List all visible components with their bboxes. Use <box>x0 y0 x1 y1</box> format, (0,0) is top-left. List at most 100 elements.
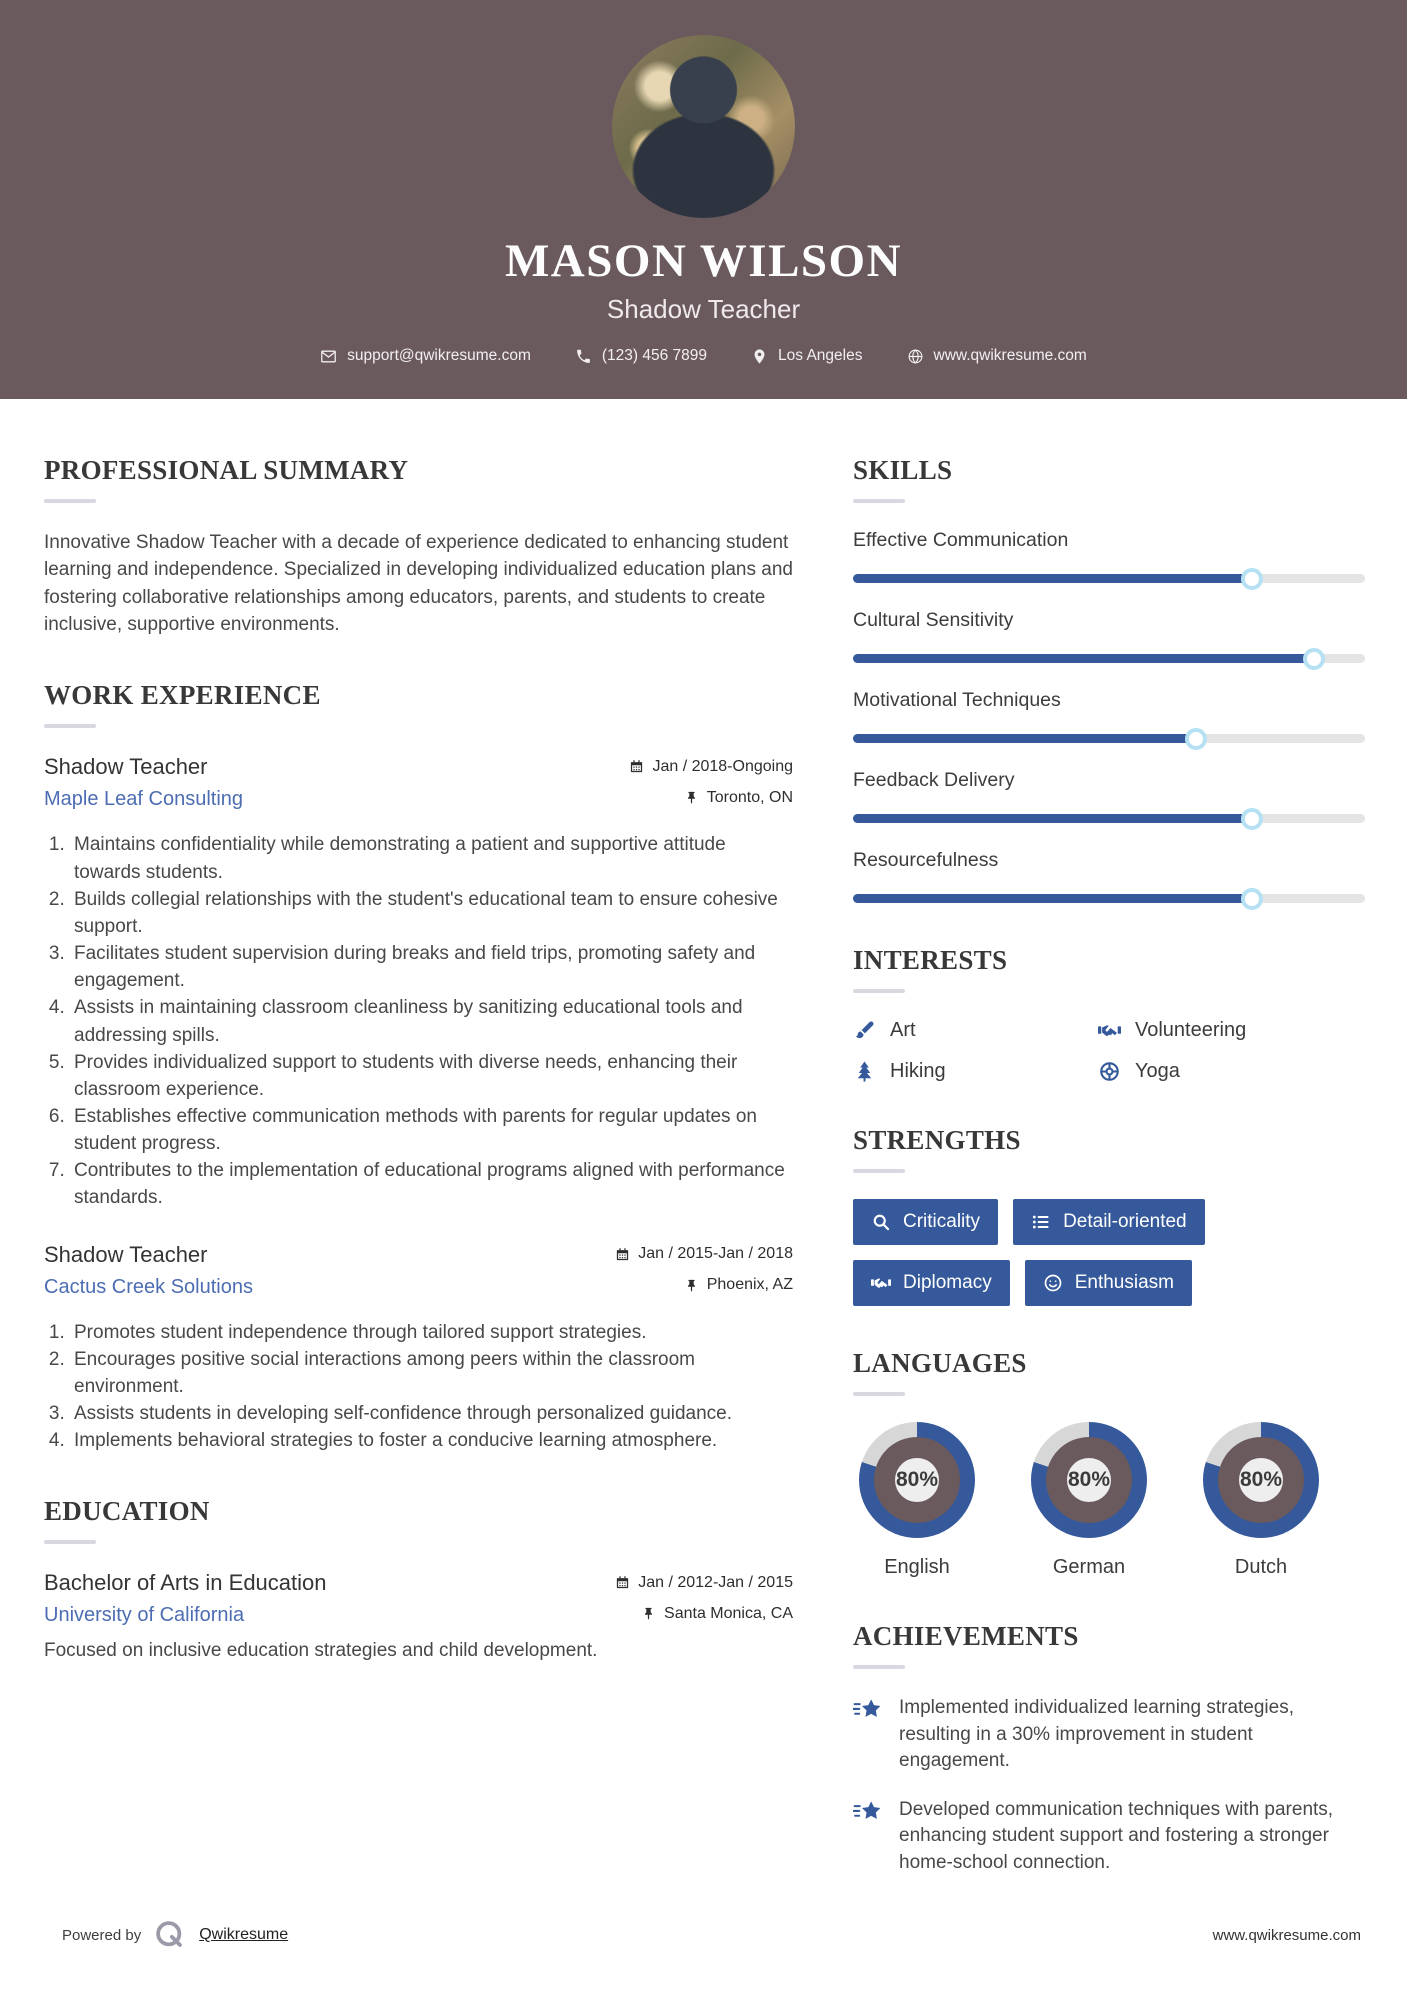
job-bullet: Provides individualized support to stude… <box>70 1049 793 1103</box>
skill-slider-handle[interactable] <box>1302 647 1325 670</box>
pushpin-icon <box>684 790 699 805</box>
calendar-icon <box>629 759 644 774</box>
job-bullet: Builds collegial relationships with the … <box>70 886 793 940</box>
skill-slider-fill <box>853 894 1253 903</box>
skill-slider-handle[interactable] <box>1241 887 1264 910</box>
job-bullet: Implements behavioral strategies to fost… <box>70 1427 793 1454</box>
skill-slider <box>853 567 1365 590</box>
handshake-icon <box>871 1273 891 1293</box>
qwikresume-link[interactable]: Qwikresume <box>199 1926 289 1943</box>
skill-item: Motivational Techniques <box>853 689 1365 750</box>
location-pin-icon <box>751 348 768 365</box>
footer-website-link[interactable]: www.qwikresume.com <box>1212 1926 1361 1944</box>
strength-badge-enthusiasm[interactable]: Enthusiasm <box>1024 1260 1192 1306</box>
summary-text: Innovative Shadow Teacher with a decade … <box>44 532 793 636</box>
strength-badge-diplomacy[interactable]: Diplomacy <box>853 1260 1010 1306</box>
paintbrush-icon <box>853 1019 876 1042</box>
language-item: 80% Dutch <box>1203 1422 1319 1579</box>
job-entry: Shadow Teacher Jan / 2015-Jan / 2018 Cac… <box>44 1242 793 1455</box>
page-footer: Powered by Qwikresume www.qwikresume.com <box>0 1920 1407 1990</box>
heading-rule <box>44 1540 96 1545</box>
interest-item: Art <box>853 1019 1098 1042</box>
job-bullet: Assists students in developing self-conf… <box>70 1400 793 1427</box>
language-percent: 80% <box>895 1458 939 1502</box>
education-location: Santa Monica, CA <box>641 1605 793 1623</box>
achievement-text: Developed communication techniques with … <box>899 1798 1334 1873</box>
skill-slider <box>853 647 1365 670</box>
heading-rule <box>853 1665 905 1669</box>
interest-item: Volunteering <box>1098 1019 1365 1042</box>
contact-website[interactable]: www.qwikresume.com <box>907 347 1087 365</box>
job-location: Phoenix, AZ <box>684 1276 793 1294</box>
job-company-link[interactable]: Maple Leaf Consulting <box>44 788 244 811</box>
contact-website-text: www.qwikresume.com <box>933 347 1087 364</box>
education-dates: Jan / 2012-Jan / 2015 <box>615 1574 793 1592</box>
job-location-text: Phoenix, AZ <box>706 1276 793 1294</box>
strength-badge-criticality[interactable]: Criticality <box>853 1199 999 1245</box>
language-label: Dutch <box>1234 1556 1288 1578</box>
interest-item: Yoga <box>1098 1060 1365 1083</box>
calendar-icon <box>615 1575 630 1590</box>
skill-label: Cultural Sensitivity <box>853 609 1014 631</box>
language-percent: 80% <box>1239 1458 1283 1502</box>
section-education: EDUCATION Bachelor of Arts in Education … <box>44 1496 793 1664</box>
section-heading: ACHIEVEMENTS <box>853 1621 1079 1651</box>
section-heading: LANGUAGES <box>853 1348 1027 1378</box>
interest-label: Art <box>890 1019 916 1041</box>
job-bullet: Establishes effective communication meth… <box>70 1103 793 1157</box>
strength-label: Detail-oriented <box>1063 1211 1187 1232</box>
language-donut-chart: 80% <box>1203 1422 1319 1538</box>
skill-label: Effective Communication <box>853 529 1069 551</box>
skill-slider-fill <box>853 574 1253 583</box>
section-heading: SKILLS <box>853 455 953 485</box>
skill-label: Feedback Delivery <box>853 769 1015 791</box>
skill-slider <box>853 807 1365 830</box>
job-dates-text: Jan / 2018-Ongoing <box>652 757 793 775</box>
languages-list: 80% English 80% German 80% <box>853 1422 1365 1579</box>
strength-badge-detail-oriented[interactable]: Detail-oriented <box>1013 1199 1205 1245</box>
shooting-star-icon <box>853 1799 885 1825</box>
section-interests: INTERESTS Art Volunteering <box>853 945 1365 1083</box>
achievement-item: Implemented individualized learning stra… <box>853 1695 1365 1775</box>
language-label: English <box>884 1556 950 1578</box>
skill-item: Resourcefulness <box>853 849 1365 910</box>
section-heading: WORK EXPERIENCE <box>44 680 321 711</box>
school-link[interactable]: University of California <box>44 1604 245 1627</box>
skill-slider <box>853 727 1365 750</box>
skill-slider-handle[interactable] <box>1241 807 1264 830</box>
tree-icon <box>853 1060 876 1083</box>
achievement-text: Implemented individualized learning stra… <box>899 1697 1295 1772</box>
language-item: 80% English <box>859 1422 975 1579</box>
job-dates: Jan / 2018-Ongoing <box>629 758 793 776</box>
job-bullet: Assists in maintaining classroom cleanli… <box>70 994 793 1048</box>
education-location-text: Santa Monica, CA <box>664 1604 793 1622</box>
job-bullet: Encourages positive social interactions … <box>70 1346 793 1400</box>
section-work-experience: WORK EXPERIENCE Shadow Teacher Jan / 201… <box>44 680 793 1454</box>
calendar-icon <box>615 1247 630 1262</box>
job-company-link[interactable]: Cactus Creek Solutions <box>44 1275 253 1298</box>
heading-rule <box>853 1169 905 1173</box>
skill-label: Resourcefulness <box>853 849 999 871</box>
envelope-icon <box>320 348 337 365</box>
contact-location-text: Los Angeles <box>778 347 863 364</box>
contact-phone: (123) 456 7899 <box>575 347 707 365</box>
skill-slider <box>853 887 1365 910</box>
contact-phone-text: (123) 456 7899 <box>601 347 708 364</box>
resume-header: MASON WILSON Shadow Teacher support@qwik… <box>0 0 1407 399</box>
contact-email[interactable]: support@qwikresume.com <box>320 347 531 365</box>
strength-label: Enthusiasm <box>1074 1272 1174 1293</box>
degree-title: Bachelor of Arts in Education <box>44 1570 327 1596</box>
heading-rule <box>44 499 96 503</box>
skill-slider-handle[interactable] <box>1185 727 1208 750</box>
education-dates-text: Jan / 2012-Jan / 2015 <box>638 1573 793 1591</box>
shooting-star-icon <box>853 1697 885 1723</box>
smiley-icon <box>1043 1273 1063 1293</box>
section-professional-summary: PROFESSIONAL SUMMARY Innovative Shadow T… <box>44 455 793 638</box>
language-percent: 80% <box>1067 1458 1111 1502</box>
language-label: German <box>1052 1556 1126 1578</box>
skill-slider-handle[interactable] <box>1241 567 1264 590</box>
section-heading: PROFESSIONAL SUMMARY <box>44 455 409 485</box>
contact-row: support@qwikresume.com (123) 456 7899 Lo… <box>0 347 1407 365</box>
job-bullet-list: Maintains confidentiality while demonstr… <box>44 831 793 1211</box>
